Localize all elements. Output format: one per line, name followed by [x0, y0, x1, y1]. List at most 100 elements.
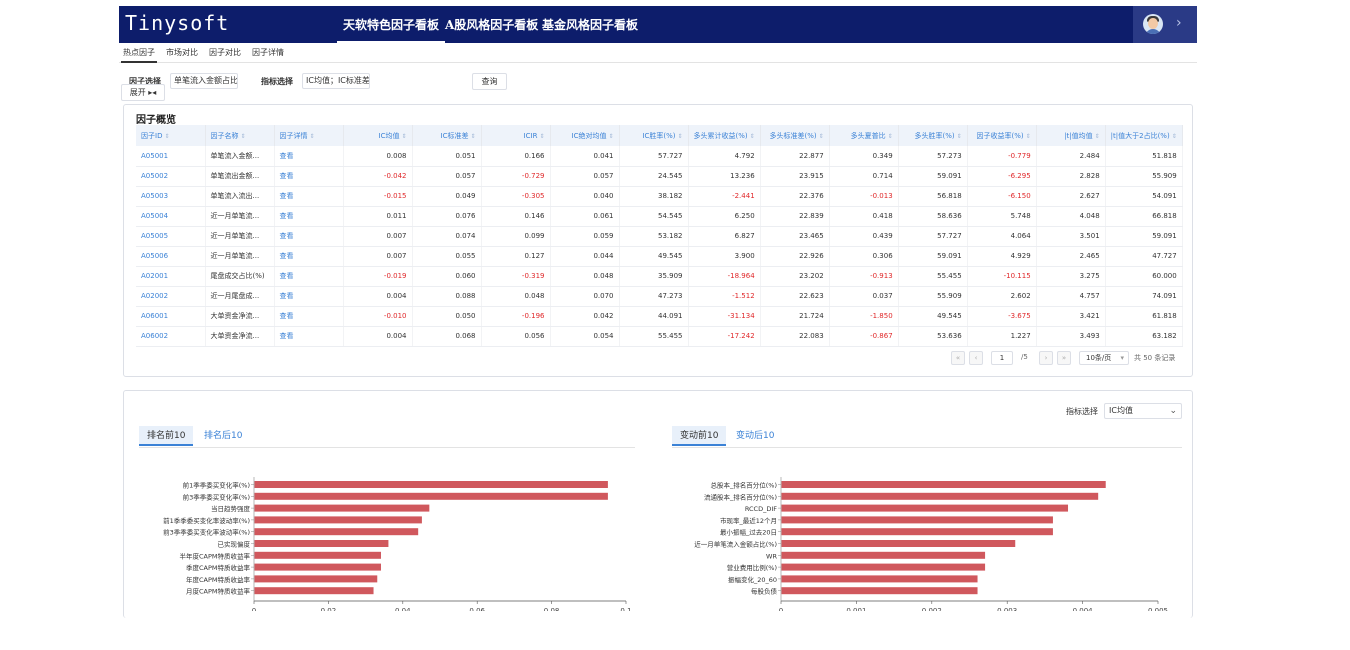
expand-button[interactable]: 展开 ▸◂ — [121, 84, 165, 101]
factor-id-link[interactable]: A06001 — [136, 306, 206, 327]
column-header[interactable]: 因子详情 ⇕ — [274, 125, 344, 146]
view-detail-link[interactable]: 查看 — [274, 286, 344, 307]
factor-id-link[interactable]: A05003 — [136, 186, 206, 207]
table-cell: 2.484 — [1036, 146, 1106, 167]
view-detail-link[interactable]: 查看 — [274, 166, 344, 187]
last-page-button[interactable]: » — [1057, 351, 1071, 365]
column-header[interactable]: 多头标准差(%) ⇕ — [760, 125, 830, 146]
sort-icon[interactable]: ⇕ — [470, 132, 476, 140]
bar[interactable] — [781, 563, 986, 571]
user-avatar-icon[interactable] — [1143, 14, 1163, 34]
nav-tab-a-share-factors[interactable]: A股风格因子看板 — [445, 18, 539, 32]
chart-metric-select[interactable]: IC均值 ⌄ — [1104, 403, 1182, 419]
column-header[interactable]: |t|值均值 ⇕ — [1036, 125, 1106, 146]
factor-id-link[interactable]: A05005 — [136, 226, 206, 247]
column-header[interactable]: |t|值大于2占比(%) ⇕ — [1105, 125, 1183, 146]
column-header-label: 因子ID — [141, 131, 163, 140]
column-header[interactable]: IC胜率(%) ⇕ — [619, 125, 689, 146]
page-size-select[interactable]: 10条/页 ▾ — [1079, 351, 1129, 365]
factor-id-link[interactable]: A02002 — [136, 286, 206, 307]
view-detail-link[interactable]: 查看 — [274, 306, 344, 327]
prev-page-button[interactable]: ‹ — [969, 351, 983, 365]
column-header[interactable]: IC绝对均值 ⇕ — [550, 125, 620, 146]
bar[interactable] — [254, 516, 422, 524]
subtab-factor-compare[interactable]: 因子对比 — [209, 48, 241, 57]
sort-icon[interactable]: ⇕ — [164, 132, 170, 140]
bar[interactable] — [254, 504, 430, 512]
sort-icon[interactable]: ⇕ — [309, 132, 315, 140]
bar[interactable] — [254, 551, 381, 559]
bar[interactable] — [254, 540, 389, 547]
subtab-factor-detail[interactable]: 因子详情 — [252, 48, 284, 57]
ranking-bar-chart: 0 0.02 0.04 0.06 0.08 0.1 前1季季委买变化率(%) 前3季季委买变化… — [163, 477, 632, 611]
subtab-hot-factors[interactable]: 热点因子 — [121, 48, 157, 63]
bar[interactable] — [254, 575, 378, 583]
view-detail-link[interactable]: 查看 — [274, 246, 344, 267]
nav-tab-fund-factors[interactable]: 基金风格因子看板 — [542, 18, 639, 32]
factor-id-link[interactable]: A05004 — [136, 206, 206, 227]
bar[interactable] — [781, 587, 978, 595]
metric-select-input[interactable]: IC均值；IC标准差 — [302, 73, 370, 89]
first-page-button[interactable]: « — [951, 351, 965, 365]
tab-top10[interactable]: 排名前10 — [139, 426, 194, 446]
column-header[interactable]: 多头夏普比 ⇕ — [829, 125, 899, 146]
sort-icon[interactable]: ⇕ — [240, 132, 246, 140]
bar[interactable] — [781, 516, 1053, 524]
subtab-market-compare[interactable]: 市场对比 — [166, 48, 198, 57]
column-header[interactable]: 因子ID ⇕ — [136, 125, 206, 146]
view-detail-link[interactable]: 查看 — [274, 226, 344, 247]
sort-icon[interactable]: ⇕ — [887, 132, 893, 140]
sort-icon[interactable]: ⇕ — [1094, 132, 1100, 140]
view-detail-link[interactable]: 查看 — [274, 266, 344, 287]
user-menu[interactable]: › — [1133, 6, 1197, 43]
page-number-input[interactable]: 1 — [991, 351, 1013, 365]
sort-icon[interactable]: ⇕ — [956, 132, 962, 140]
view-detail-link[interactable]: 查看 — [274, 206, 344, 227]
bar[interactable] — [781, 504, 1069, 512]
bar[interactable] — [781, 528, 1053, 536]
view-detail-link[interactable]: 查看 — [274, 186, 344, 207]
bar[interactable] — [781, 575, 978, 583]
bar[interactable] — [254, 492, 608, 500]
query-button[interactable]: 查询 — [472, 73, 507, 90]
sort-icon[interactable]: ⇕ — [749, 132, 755, 140]
table-cell: -31.134 — [688, 306, 761, 327]
column-header[interactable]: IC标准差 ⇕ — [412, 125, 482, 146]
bar[interactable] — [254, 563, 381, 571]
column-header[interactable]: ICIR ⇕ — [481, 125, 551, 146]
chevron-right-icon[interactable]: › — [1176, 15, 1182, 31]
bar[interactable] — [781, 492, 1099, 500]
factor-id-link[interactable]: A05001 — [136, 146, 206, 167]
factor-id-link[interactable]: A05006 — [136, 246, 206, 267]
view-detail-link[interactable]: 查看 — [274, 146, 344, 167]
bar[interactable] — [254, 481, 608, 488]
column-header[interactable]: 因子名称 ⇕ — [205, 125, 275, 146]
column-header[interactable]: 多头累计收益(%) ⇕ — [688, 125, 761, 146]
column-header[interactable]: 因子收益率(%) ⇕ — [967, 125, 1037, 146]
factor-id-link[interactable]: A06002 — [136, 326, 206, 347]
next-page-button[interactable]: › — [1039, 351, 1053, 365]
tab-change-bottom10[interactable]: 变动后10 — [736, 431, 775, 441]
tab-change-top10[interactable]: 变动前10 — [672, 426, 727, 446]
bar[interactable] — [254, 587, 374, 595]
sort-icon[interactable]: ⇕ — [401, 132, 407, 140]
bar[interactable] — [254, 528, 419, 536]
table-cell: 22.623 — [760, 286, 830, 307]
sort-icon[interactable]: ⇕ — [608, 132, 614, 140]
factor-select-input[interactable]: 单笔流入金额占比 — [170, 73, 238, 89]
sort-icon[interactable]: ⇕ — [1171, 132, 1177, 140]
sort-icon[interactable]: ⇕ — [818, 132, 824, 140]
column-header[interactable]: IC均值 ⇕ — [343, 125, 413, 146]
bar[interactable] — [781, 481, 1106, 488]
nav-tab-tinysoft-factors[interactable]: 天软特色因子看板 — [336, 18, 446, 44]
sort-icon[interactable]: ⇕ — [1025, 132, 1031, 140]
sort-icon[interactable]: ⇕ — [677, 132, 683, 140]
bar[interactable] — [781, 540, 1016, 547]
sort-icon[interactable]: ⇕ — [539, 132, 545, 140]
factor-id-link[interactable]: A05002 — [136, 166, 206, 187]
bar[interactable] — [781, 551, 986, 559]
tab-bottom10[interactable]: 排名后10 — [204, 431, 243, 441]
view-detail-link[interactable]: 查看 — [274, 326, 344, 347]
column-header[interactable]: 多头胜率(%) ⇕ — [898, 125, 968, 146]
factor-id-link[interactable]: A02001 — [136, 266, 206, 287]
